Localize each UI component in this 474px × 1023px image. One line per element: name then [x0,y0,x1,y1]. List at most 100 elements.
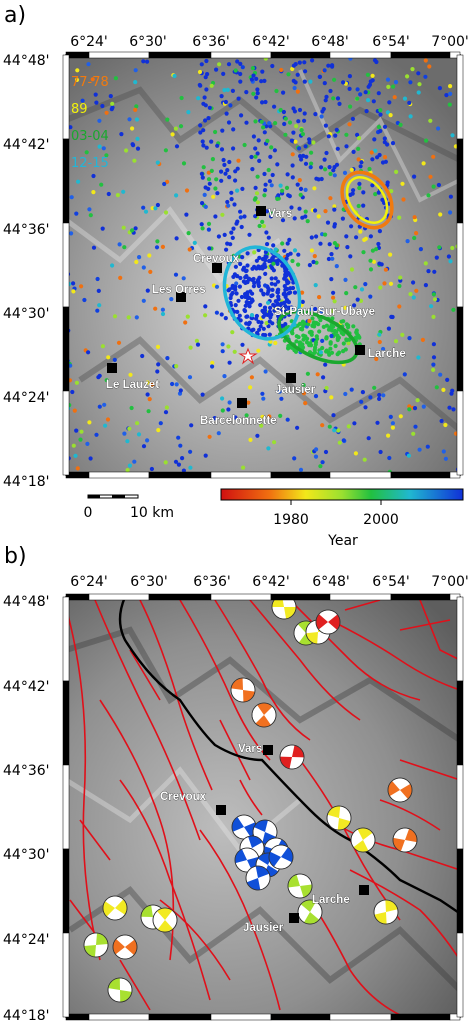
earthquake-dot [220,342,225,347]
frame-segment [456,390,464,476]
earthquake-dot [307,263,312,268]
earthquake-dot [319,309,324,314]
earthquake-dot [388,414,393,419]
earthquake-dot [68,125,73,130]
earthquake-dot [358,92,363,97]
earthquake-dot [174,382,179,387]
earthquake-dot [273,282,278,287]
earthquake-dot [141,298,146,303]
earthquake-dot [230,330,235,335]
earthquake-dot [408,114,413,119]
earthquake-dot [155,202,160,208]
earthquake-dot [448,259,453,264]
earthquake-dot [94,432,99,437]
earthquake-dot [72,408,77,413]
lat-tick: 44°42' [3,137,49,153]
focal-mechanism [245,865,271,891]
earthquake-dot [298,340,303,345]
earthquake-dot [359,399,364,404]
earthquake-dot [187,375,193,380]
earthquake-dot [283,132,288,137]
earthquake-dot [110,263,115,268]
earthquake-dot [400,181,405,186]
earthquake-dot [135,421,140,426]
earthquake-dot [251,73,256,78]
earthquake-dot [411,280,416,285]
town-label-crevoux-b: Crevoux [160,791,207,803]
earthquake-dot [324,150,329,156]
earthquake-dot [247,320,252,325]
earthquake-dot [260,219,265,224]
earthquake-dot [308,329,313,334]
earthquake-dot [448,91,453,96]
earthquake-dot [329,333,334,339]
earthquake-dot [293,80,298,85]
earthquake-dot [385,142,390,147]
focal-mechanism [279,744,305,770]
lat-tick: 44°48' [3,53,49,69]
earthquake-dot [176,435,181,440]
earthquake-dot [291,130,296,135]
earthquake-dot [259,423,264,428]
earthquake-dot [351,324,356,329]
frame-segment [148,593,212,601]
earthquake-dot [290,152,295,157]
earthquake-dot [318,241,323,246]
earthquake-dot [244,314,249,319]
earthquake-dot [278,183,283,188]
earthquake-dot [431,184,436,189]
earthquake-dot [226,344,231,349]
earthquake-dot [254,191,260,196]
frame-segment [210,593,272,601]
earthquake-dot [415,398,420,403]
earthquake-dot [254,258,259,263]
earthquake-dot [271,243,276,248]
earthquake-dot [267,258,272,264]
earthquake-dot [445,377,450,382]
earthquake-dot [407,336,412,341]
earthquake-dot [255,433,260,438]
earthquake-dot [295,72,300,77]
earthquake-dot [382,124,388,129]
earthquake-dot [101,146,106,151]
earthquake-dot [366,84,371,89]
earthquake-dot [329,395,334,400]
earthquake-dot [355,297,360,302]
earthquake-dot [204,87,209,92]
earthquake-dot [343,391,348,397]
earthquake-dot [266,235,271,240]
earthquake-dot [272,440,277,445]
earthquake-dot [97,303,102,308]
earthquake-dot [241,465,246,470]
earthquake-dot [341,341,346,346]
earthquake-dot [319,114,324,119]
earthquake-dot [74,428,79,433]
earthquake-dot [328,88,333,94]
earthquake-dot [88,213,93,218]
earthquake-dot [239,294,244,300]
earthquake-dot [270,293,275,298]
earthquake-dot [260,391,265,396]
focal-mechanism [231,814,257,840]
earthquake-dot [74,211,79,216]
earthquake-dot [429,304,434,309]
earthquake-dot [202,192,207,197]
earthquake-dot [154,245,160,250]
earthquake-dot [238,318,243,323]
earthquake-dot [357,185,362,191]
earthquake-dot [264,254,269,259]
earthquake-dot [91,245,97,250]
earthquake-dot [149,466,154,472]
earthquake-dot [119,132,124,137]
earthquake-dot [303,161,309,166]
earthquake-dot [344,291,349,296]
earthquake-dot [334,127,339,132]
earthquake-dot [113,76,118,81]
earthquake-dot [231,274,236,279]
earthquake-dot [371,259,377,264]
earthquake-dot [130,126,135,131]
earthquake-dot [259,320,264,325]
earthquake-dot [386,433,391,438]
earthquake-dot [97,144,102,149]
earthquake-dot [284,256,289,261]
